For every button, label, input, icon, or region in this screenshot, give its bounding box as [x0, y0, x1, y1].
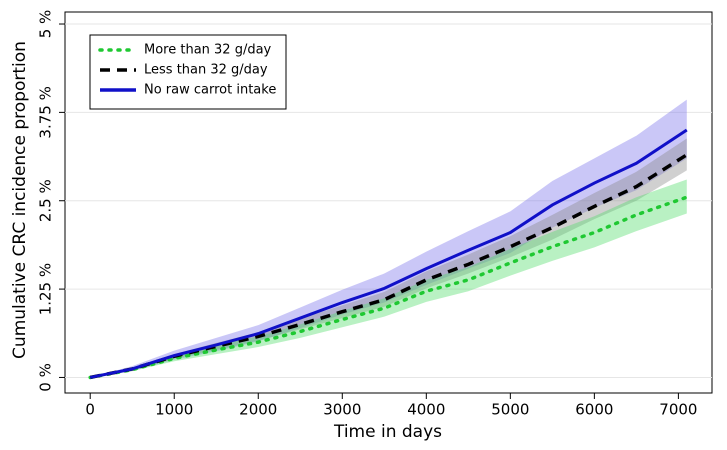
y-tick-label: 1.25 %: [37, 263, 55, 315]
x-tick-label: 2000: [239, 401, 277, 419]
x-tick-label: 0: [85, 401, 95, 419]
legend-label: No raw carrot intake: [144, 83, 276, 98]
x-tick-label: 5000: [491, 401, 529, 419]
legend-box: [89, 34, 287, 110]
series-line: [88, 195, 689, 380]
y-axis-title: Cumulative CRC incidence proportion: [10, 41, 30, 359]
x-tick-label: 6000: [575, 401, 613, 419]
x-axis-title: Time in days: [333, 422, 442, 442]
legend-label: More than 32 g/day: [144, 43, 272, 58]
y-tick-label: 3.75 %: [37, 86, 55, 138]
x-tick-label: 3000: [323, 401, 361, 419]
series-line: [89, 153, 688, 380]
legend: More than 32 g/day Less than 32 g/day No r…: [89, 34, 287, 110]
series-line: [89, 128, 688, 379]
legend-label: Less than 32 g/day: [144, 63, 268, 78]
x-tick-label: 4000: [407, 401, 445, 419]
x-tick-label: 7000: [659, 401, 697, 419]
y-tick-label: 2.5 %: [37, 179, 55, 222]
x-tick-label: 1000: [155, 401, 193, 419]
y-tick-label: 0 %: [37, 363, 55, 392]
y-tick-label: 5 %: [37, 10, 55, 39]
